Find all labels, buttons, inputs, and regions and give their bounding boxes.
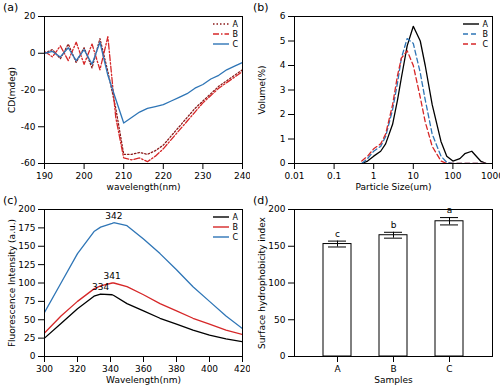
html-text:A: A <box>232 212 238 222</box>
svg-text:100: 100 <box>268 278 285 288</box>
svg-text:341: 341 <box>104 271 121 281</box>
svg-text:0.1: 0.1 <box>327 171 341 181</box>
svg-text:6: 6 <box>280 11 286 21</box>
svg-text:420: 420 <box>234 364 250 374</box>
svg-text:50: 50 <box>274 315 286 325</box>
svg-text:Samples: Samples <box>374 375 413 385</box>
svg-text:1: 1 <box>280 134 286 144</box>
svg-text:10: 10 <box>408 171 420 181</box>
svg-text:334: 334 <box>92 282 109 292</box>
svg-text:C: C <box>446 364 452 374</box>
svg-text:5: 5 <box>280 36 286 46</box>
svg-text:150: 150 <box>18 241 35 251</box>
svg-text:400: 400 <box>201 364 218 374</box>
svg-text:Surface hydrophobicity index: Surface hydrophobicity index <box>257 216 267 348</box>
svg-text:1: 1 <box>371 171 377 181</box>
svg-text:-40: -40 <box>21 122 36 132</box>
svg-text:20: 20 <box>24 11 36 21</box>
html-text:(b): (b) <box>253 1 269 14</box>
svg-text:0: 0 <box>280 351 286 361</box>
svg-text:a: a <box>447 205 453 215</box>
svg-text:210: 210 <box>115 171 132 181</box>
html-text:(c): (c) <box>3 194 18 207</box>
svg-text:-20: -20 <box>21 85 36 95</box>
html-text:C: C <box>232 232 238 242</box>
svg-text:b: b <box>391 220 397 230</box>
svg-text:c: c <box>335 229 340 239</box>
html-text:B: B <box>232 222 238 232</box>
html-text:A: A <box>482 19 488 29</box>
svg-text:230: 230 <box>194 171 211 181</box>
svg-text:320: 320 <box>69 364 86 374</box>
svg-text:175: 175 <box>18 223 35 233</box>
svg-text:75: 75 <box>24 296 35 306</box>
svg-text:50: 50 <box>24 315 36 325</box>
html-text:(d): (d) <box>253 194 269 207</box>
html-text:C: C <box>482 39 488 49</box>
svg-text:Volume(%): Volume(%) <box>257 65 267 114</box>
svg-text:CD(mdeg): CD(mdeg) <box>7 67 17 113</box>
html-text:(a): (a) <box>3 1 19 14</box>
svg-text:Wavelength(nm): Wavelength(nm) <box>106 375 181 385</box>
svg-text:25: 25 <box>24 333 35 343</box>
svg-text:100: 100 <box>18 278 35 288</box>
svg-text:A: A <box>334 364 341 374</box>
svg-text:0.01: 0.01 <box>284 171 304 181</box>
html-text:B: B <box>482 29 488 39</box>
svg-text:340: 340 <box>102 364 119 374</box>
svg-text:190: 190 <box>36 171 53 181</box>
svg-text:0: 0 <box>280 158 286 168</box>
html-text:A: A <box>232 19 238 29</box>
svg-text:200: 200 <box>76 171 93 181</box>
svg-text:100: 100 <box>444 171 461 181</box>
svg-text:0: 0 <box>30 48 36 58</box>
svg-text:220: 220 <box>155 171 172 181</box>
svg-text:300: 300 <box>36 364 53 374</box>
svg-text:wavelength(nm): wavelength(nm) <box>107 182 181 192</box>
svg-text:125: 125 <box>18 260 35 270</box>
svg-text:B: B <box>390 364 396 374</box>
svg-text:342: 342 <box>105 211 122 221</box>
svg-text:200: 200 <box>268 204 285 214</box>
svg-text:2: 2 <box>280 109 286 119</box>
html-text:C: C <box>232 39 238 49</box>
svg-text:0: 0 <box>30 351 36 361</box>
html-text:B: B <box>232 29 238 39</box>
svg-text:150: 150 <box>268 241 285 251</box>
svg-text:240: 240 <box>234 171 250 181</box>
svg-text:1000: 1000 <box>481 171 500 181</box>
svg-text:4: 4 <box>280 60 286 70</box>
svg-text:Particle Size(um): Particle Size(um) <box>355 182 431 192</box>
svg-text:380: 380 <box>168 364 185 374</box>
svg-text:3: 3 <box>280 85 286 95</box>
svg-text:360: 360 <box>135 364 152 374</box>
svg-text:200: 200 <box>18 204 35 214</box>
svg-text:Fluorescence Intensity (a.u.): Fluorescence Intensity (a.u.) <box>7 219 17 347</box>
svg-text:-60: -60 <box>21 158 36 168</box>
